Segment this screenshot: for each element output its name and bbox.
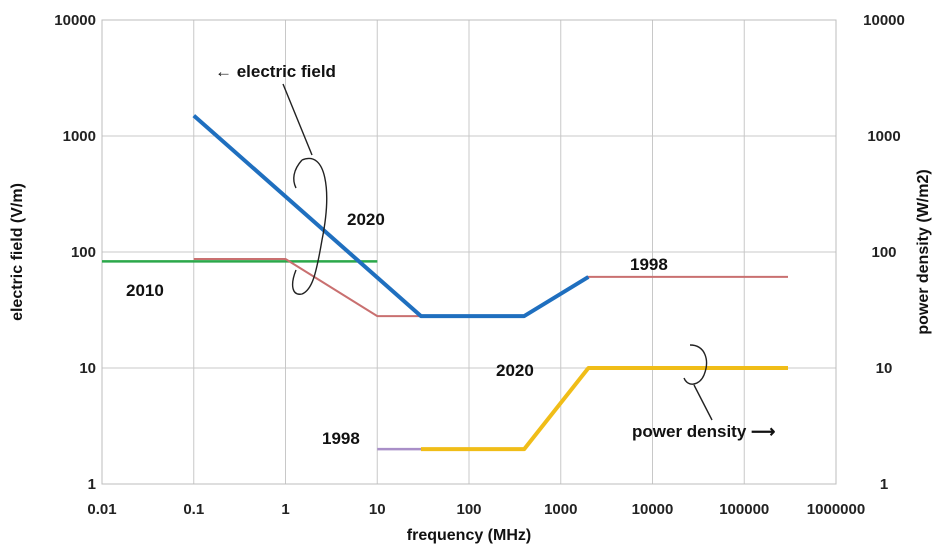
y-tick-label: 10000 (54, 12, 96, 29)
series-line-ef1998 (193, 258, 788, 318)
x-tick-label: 1 (281, 501, 289, 518)
x-tick-label: 1000000 (807, 501, 865, 518)
annotation-2010: 2010 (126, 281, 164, 300)
x-tick-label: 0.1 (183, 501, 204, 518)
y-axis-title: electric field (V/m) (9, 183, 26, 321)
electric-field-loop-top (293, 159, 303, 189)
x-axis-title: frequency (MHz) (407, 527, 531, 544)
plot-frame (101, 19, 837, 485)
annotation-1998-electric: 1998 (630, 255, 668, 274)
y2-tick-label: 10000 (863, 12, 905, 29)
annotation-electric-field: ← electric field (215, 62, 336, 81)
y2-tick-label: 1 (880, 476, 888, 493)
x-tick-label: 1000 (544, 501, 577, 518)
y-tick-label: 10 (79, 360, 96, 377)
x-tick-labels: 0.01 0.1 1 10 100 1000 10000 100000 1000000 (87, 501, 865, 518)
y-tick-label: 1 (88, 476, 96, 493)
y-tick-label: 1000 (63, 128, 96, 145)
y2-tick-label: 1000 (867, 128, 900, 145)
y2-tick-label: 10 (876, 360, 893, 377)
annotation-2020-electric: 2020 (347, 210, 385, 229)
series-line-ef2020 (192, 114, 590, 319)
series-lines (102, 114, 788, 452)
power-density-leader (693, 384, 713, 421)
y2-tick-labels: 1 10 100 1000 10000 (863, 12, 905, 493)
power-density-ellipse (683, 344, 708, 385)
x-tick-label: 0.01 (87, 501, 116, 518)
x-tick-label: 10000 (632, 501, 674, 518)
y-tick-labels: 1 10 100 1000 10000 (54, 12, 96, 493)
y-tick-label: 100 (71, 244, 96, 261)
annotation-callouts (282, 83, 713, 421)
grid (101, 19, 837, 485)
x-tick-label: 100000 (719, 501, 769, 518)
annotation-power-density: power density ⟶ (632, 422, 775, 441)
y2-axis-title: power density (W/m2) (915, 169, 932, 334)
annotation-1998-power: 1998 (322, 429, 360, 448)
x-tick-label: 100 (456, 501, 481, 518)
y2-tick-label: 100 (871, 244, 896, 261)
annotation-2020-power: 2020 (496, 361, 534, 380)
electric-field-leader (282, 83, 313, 156)
electric-field-ellipse (291, 157, 328, 295)
x-tick-label: 10 (369, 501, 386, 518)
series-line-pd2020 (421, 366, 788, 452)
